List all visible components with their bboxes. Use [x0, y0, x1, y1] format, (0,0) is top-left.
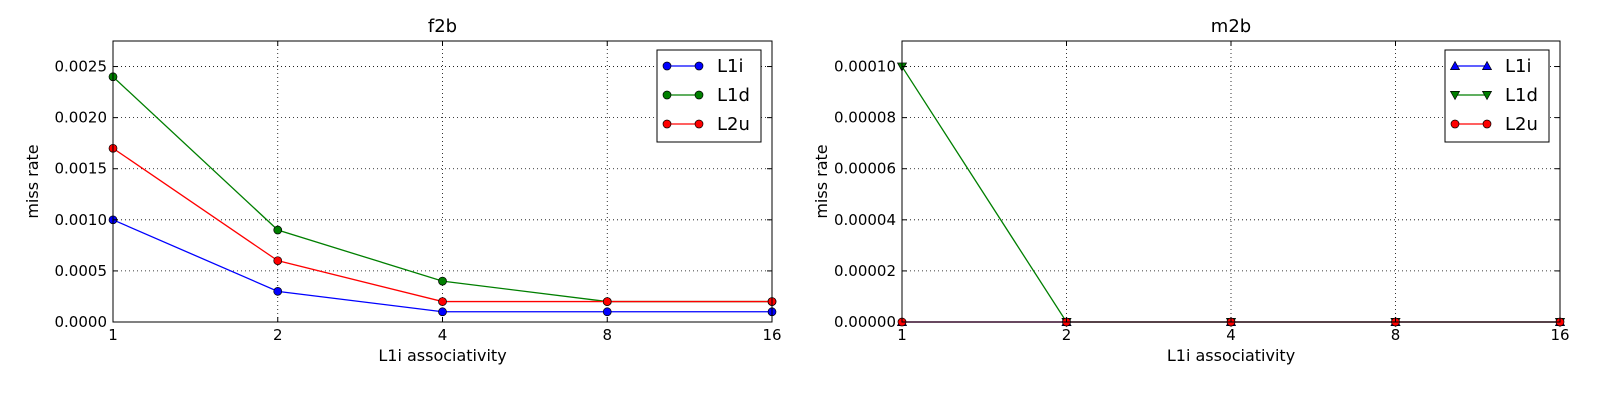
chart-0: 1 2 4 8 16 0.0000 0.0005 0.0010 0.0015 0.0020 0.00… — [23, 16, 782, 365]
legend-label-L1i: L1i — [717, 56, 743, 77]
data-point-L1i — [438, 307, 447, 317]
data-point-L2u — [273, 256, 283, 266]
data-point-L1i — [602, 307, 612, 317]
series-L1i — [108, 215, 777, 317]
legend-box — [656, 49, 762, 143]
y-tick-label: 0.0015 — [55, 160, 108, 178]
data-point-L2u — [602, 297, 612, 306]
legend-marker-L1d — [1481, 91, 1493, 101]
legend-marker-L1d — [662, 90, 672, 100]
legend-label-L2u: L2u — [1505, 114, 1538, 135]
x-tick-label: 4 — [438, 326, 448, 344]
legend-label-L1i: L1i — [1505, 56, 1531, 77]
y-tick-label: 0.0010 — [55, 211, 108, 229]
legend-marker-L2u — [1482, 119, 1492, 129]
x-axis-label: L1i associativity — [378, 346, 506, 365]
data-point-L2u — [438, 297, 447, 306]
legend-marker-L1i — [662, 61, 672, 71]
x-tick-label: 16 — [762, 326, 781, 344]
gridlines-0 — [113, 41, 772, 322]
legend-box — [1444, 49, 1550, 143]
y-tick-label: 0.0020 — [55, 109, 108, 127]
legend-marker-L1i — [1449, 60, 1461, 70]
legend-marker-L1i — [1481, 60, 1493, 70]
series-L2u — [108, 143, 777, 306]
legend-label-L2u: L2u — [717, 114, 750, 135]
chart-1: 1 2 4 8 16 0.00000 0.00002 0.00004 0.00006 0.0000… — [812, 16, 1570, 365]
legend-0: L1i L1d L2u — [656, 49, 762, 143]
x-axis-label: L1i associativity — [1167, 346, 1295, 365]
legend-marker-L2u — [662, 119, 672, 129]
y-axis-label: miss rate — [812, 144, 831, 218]
y-tick-label: 0.00004 — [834, 211, 896, 229]
y-tick-label: 0.00000 — [834, 313, 896, 331]
y-axis-label: miss rate — [23, 144, 42, 218]
x-tick-label: 1 — [897, 326, 907, 344]
legend-label-L1d: L1d — [717, 85, 750, 106]
x-tick-label: 4 — [1226, 326, 1236, 344]
legend-marker-L2u — [1450, 119, 1460, 129]
legend-marker-L1i — [694, 61, 704, 71]
legend-1: L1i L1d L2u — [1444, 49, 1550, 143]
chart-title: f2b — [428, 16, 457, 37]
y-tick-label: 0.00002 — [834, 262, 896, 280]
x-tick-label: 16 — [1550, 326, 1569, 344]
legend-label-L1d: L1d — [1505, 85, 1538, 106]
legend-marker-L1d — [1449, 91, 1461, 101]
x-tick-label: 8 — [602, 326, 612, 344]
chart-title: m2b — [1211, 16, 1251, 37]
y-tick-label: 0.0000 — [55, 313, 108, 331]
legend-marker-L2u — [694, 119, 704, 129]
x-tick-label: 1 — [108, 326, 118, 344]
legend-marker-L1d — [694, 90, 704, 100]
y-tick-label: 0.0025 — [55, 58, 108, 76]
y-tick-label: 0.0005 — [55, 262, 108, 280]
y-tick-label: 0.00010 — [834, 58, 896, 76]
data-point-L1i — [273, 286, 283, 296]
y-tick-label: 0.00008 — [834, 109, 896, 127]
x-tick-label: 8 — [1391, 326, 1401, 344]
data-point-L1d — [438, 276, 447, 286]
x-tick-label: 2 — [1062, 326, 1072, 344]
y-tick-label: 0.00006 — [834, 160, 896, 178]
data-point-L1d — [273, 225, 283, 235]
x-tick-label: 2 — [273, 326, 283, 344]
